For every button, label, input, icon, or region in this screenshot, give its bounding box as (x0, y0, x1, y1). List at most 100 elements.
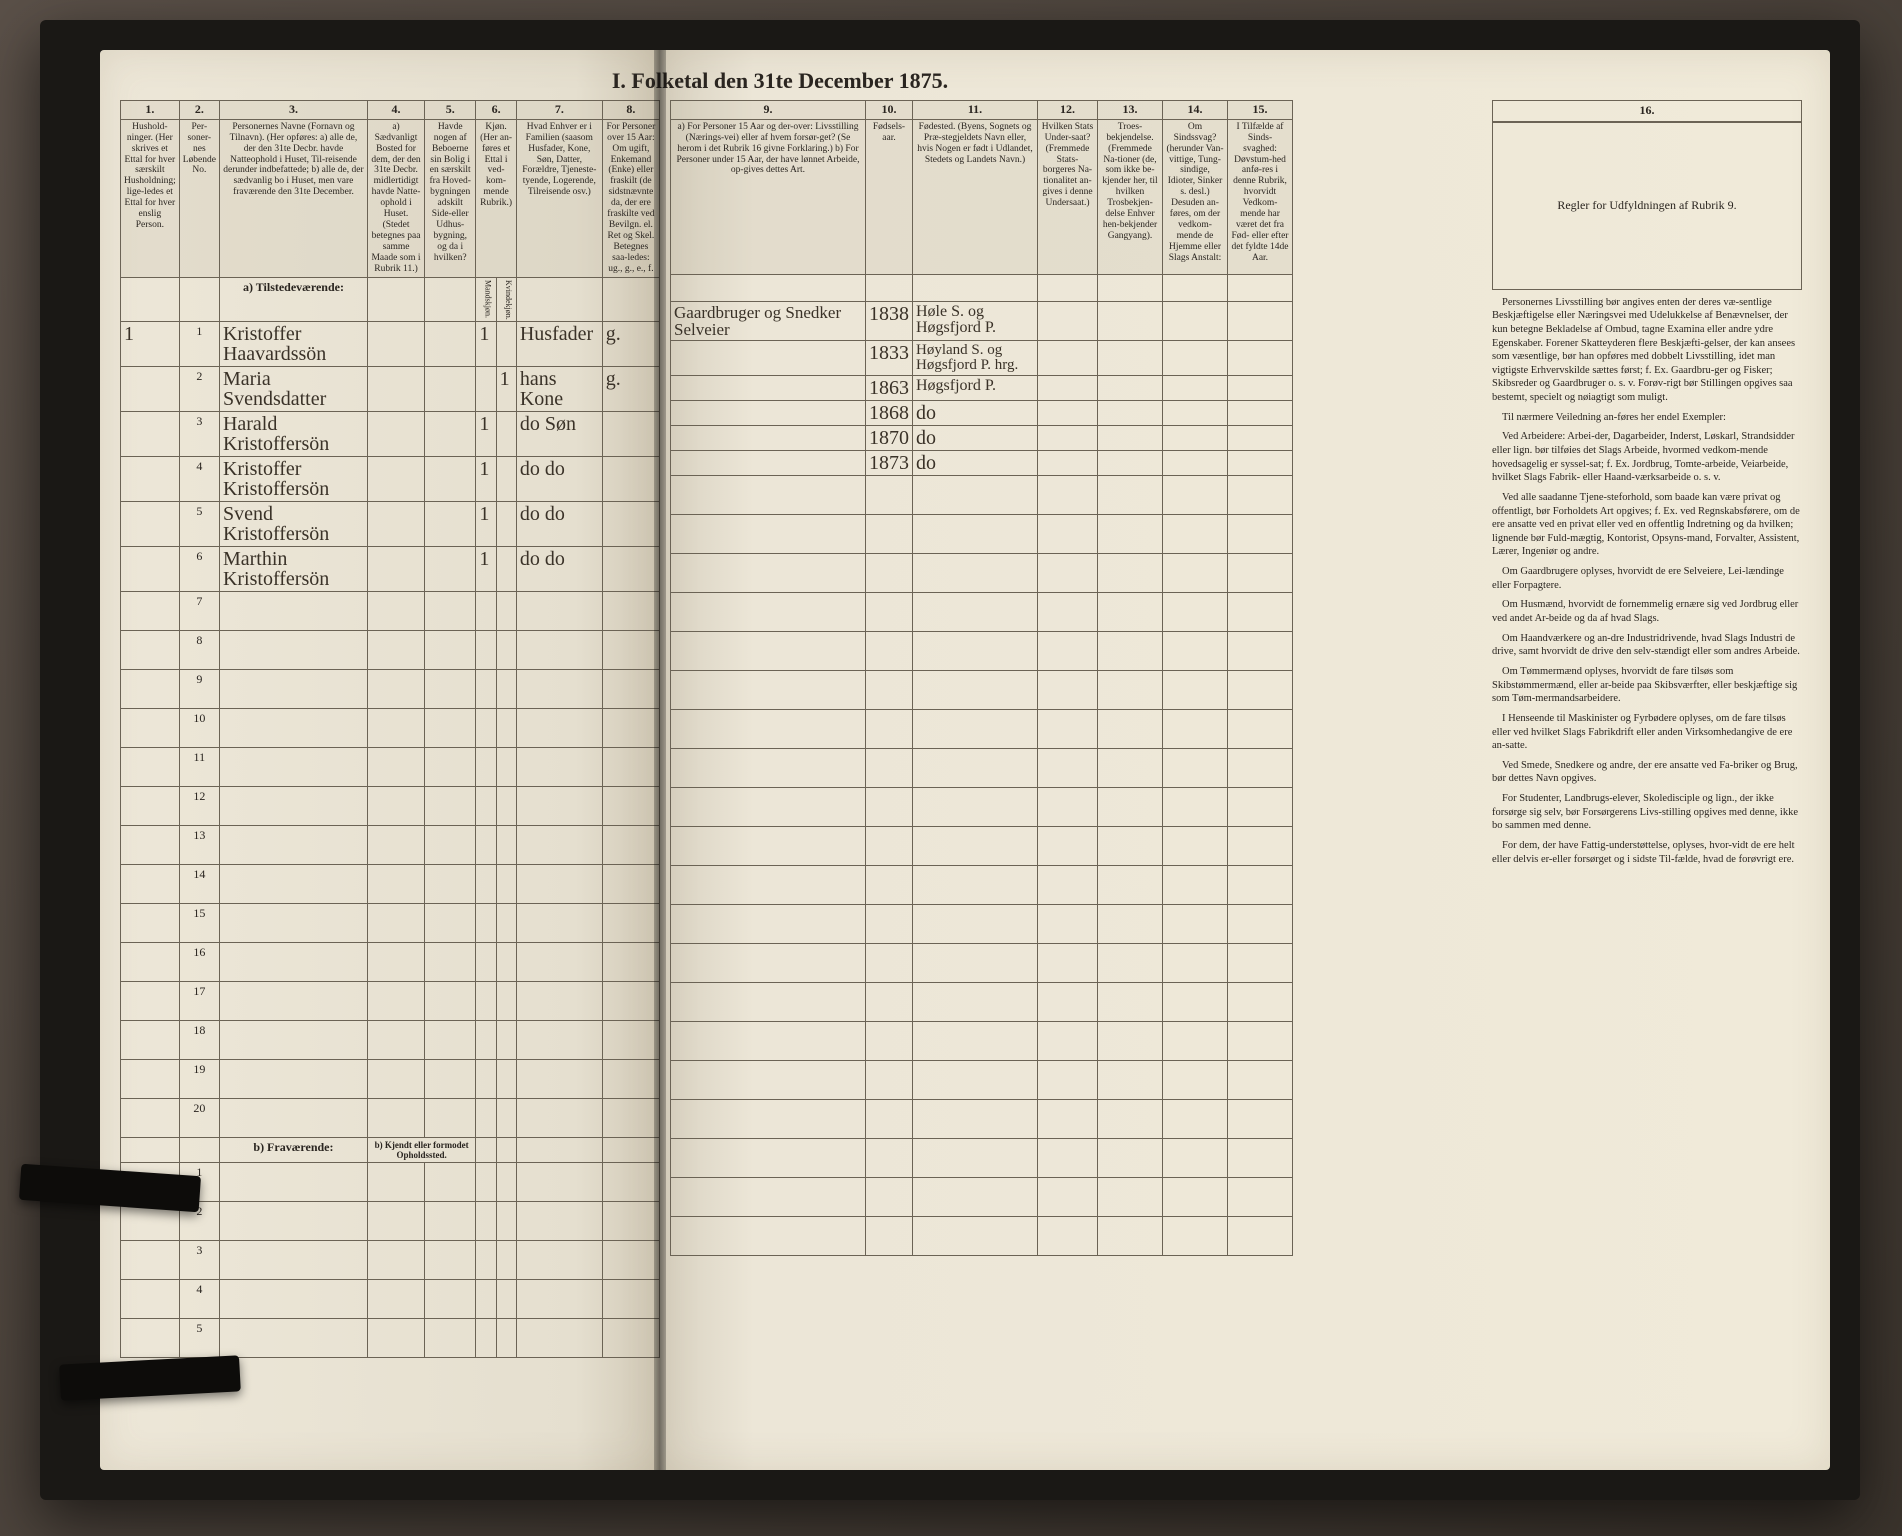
colnum-4: 4. (367, 101, 424, 120)
table-row: 11 (121, 748, 660, 787)
rules-para: Ved alle saadanne Tjene-steforhold, som … (1492, 491, 1802, 559)
table-row (671, 787, 1293, 826)
table-row (671, 982, 1293, 1021)
colnum-2: 2. (179, 101, 219, 120)
ledger-table-right: 9. 10. 11. 12. 13. 14. 15. a) For Person… (670, 100, 1293, 1256)
rules-para: Om Tømmermænd oplyses, hvorvidt de fare … (1492, 665, 1802, 706)
hdr-deafmute: I Tilfælde af Sinds-svaghed: Døvstum-hed… (1228, 119, 1293, 274)
table-row: 2 (121, 1202, 660, 1241)
table-row (671, 1138, 1293, 1177)
hdr-civil: For Personer over 15 Aar: Om ugift, Enke… (602, 119, 659, 277)
table-row (671, 904, 1293, 943)
table-row (671, 1177, 1293, 1216)
colnum-7: 7. (516, 101, 602, 120)
table-row: 8 (121, 631, 660, 670)
page-right: I. Folketal den 31te December 1875. 9. 1… (660, 50, 1830, 1470)
ledger-table-left: 1. 2. 3. 4. 5. 6. 7. 8. Hushold- ninger.… (120, 100, 660, 1358)
table-row: 1873do (671, 450, 1293, 475)
table-row (671, 631, 1293, 670)
table-row: 19 (121, 1060, 660, 1099)
rules-para: For Studenter, Landbrugs-elever, Skoledi… (1492, 792, 1802, 833)
rules-para: Om Husmænd, hvorvidt de fornemmelig ernæ… (1492, 598, 1802, 625)
hdr-occupation: a) For Personer 15 Aar og der-over: Livs… (671, 119, 866, 274)
column-number-row: 9. 10. 11. 12. 13. 14. 15. (671, 101, 1293, 120)
colnum-5: 5. (425, 101, 476, 120)
table-row: 4 (121, 1280, 660, 1319)
hdr-households: Hushold- ninger. (Her skrives et Ettal f… (121, 119, 180, 277)
colnum-6: 6. (476, 101, 517, 120)
table-row (671, 1216, 1293, 1255)
rules-para: Personernes Livsstilling bør angives ent… (1492, 296, 1802, 405)
hdr-residence: a) Sædvanligt Bosted for dem, der den 31… (367, 119, 424, 277)
rules-para: Til nærmere Veiledning an-føres her ende… (1492, 411, 1802, 425)
hdr-family: Hvad Enhver er i Familien (saasom Husfad… (516, 119, 602, 277)
table-row (671, 592, 1293, 631)
rules-para: Ved Arbeidere: Arbei-der, Dagarbeider, I… (1492, 430, 1802, 485)
header-row-left: Hushold- ninger. (Her skrives et Ettal f… (121, 119, 660, 277)
colnum-16: 16. (1492, 100, 1802, 122)
hdr-person-no: Per- soner- nes Løbende No. (179, 119, 219, 277)
table-row (671, 1060, 1293, 1099)
table-row (671, 709, 1293, 748)
hdr-female: Kvindekjøn. (496, 277, 516, 322)
table-row (671, 943, 1293, 982)
hdr-rules: Regler for Udfyldningen af Rubrik 9. (1492, 122, 1802, 290)
table-row: 6Marthin Kristoffersön1do do (121, 547, 660, 592)
table-row: 15 (121, 904, 660, 943)
colnum-3: 3. (219, 101, 367, 120)
table-row: 4Kristoffer Kristoffersön1do do (121, 457, 660, 502)
hdr-birthplace: Fødested. (Byens, Sognets og Præ-stegjel… (913, 119, 1038, 274)
table-row (671, 826, 1293, 865)
colnum-9: 9. (671, 101, 866, 120)
table-row (671, 553, 1293, 592)
hdr-male: Mandskjøn. (476, 277, 496, 322)
table-row: 20 (121, 1099, 660, 1138)
book-spine (654, 50, 666, 1470)
table-row: 13 (121, 826, 660, 865)
table-row: 17 (121, 982, 660, 1021)
table-row: 1833Høyland S. og Høgsfjord P. hrg. (671, 340, 1293, 375)
table-row: 16 (121, 943, 660, 982)
table-row: 5 (121, 1319, 660, 1358)
hdr-names: Personernes Navne (Fornavn og Tilnavn). … (219, 119, 367, 277)
table-row: 7 (121, 592, 660, 631)
hdr-sex: Kjøn. (Her an-føres et Ettal i ved-kom-m… (476, 119, 517, 277)
table-row (671, 865, 1293, 904)
table-row: 5Svend Kristoffersön1do do (121, 502, 660, 547)
table-row (671, 1099, 1293, 1138)
table-row: 14 (121, 865, 660, 904)
table-row (671, 748, 1293, 787)
table-row: 11Kristoffer Haavardssön1Husfaderg. (121, 322, 660, 367)
hdr-building: Havde nogen af Beboerne sin Bolig i en s… (425, 119, 476, 277)
hdr-birthyear: Fødsels-aar. (866, 119, 913, 274)
page-title: I. Folketal den 31te December 1875. (380, 68, 1180, 94)
table-row: 9 (121, 670, 660, 709)
hdr-nationality: Hvilken Stats Under-saat? (Fremmede Stat… (1038, 119, 1098, 274)
table-row: Gaardbruger og Snedker Selveier1838Høle … (671, 301, 1293, 340)
rules-para: Ved Smede, Snedkere og andre, der ere an… (1492, 759, 1802, 786)
table-row: 12 (121, 787, 660, 826)
ledger-book: 1. 2. 3. 4. 5. 6. 7. 8. Hushold- ninger.… (40, 20, 1860, 1500)
column-number-row: 1. 2. 3. 4. 5. 6. 7. 8. (121, 101, 660, 120)
colnum-10: 10. (866, 101, 913, 120)
rules-para: Om Haandværkere og an-dre Industridriven… (1492, 632, 1802, 659)
hdr-religion: Troes-bekjendelse. (Fremmede Na-tioner (… (1098, 119, 1163, 274)
colnum-1: 1. (121, 101, 180, 120)
section-b-row: b) Fraværende: b) Kjendt eller formodet … (121, 1138, 660, 1163)
section-b-label: b) Fraværende: (219, 1138, 367, 1163)
page-left: 1. 2. 3. 4. 5. 6. 7. 8. Hushold- ninger.… (100, 50, 660, 1470)
table-row: 1868do (671, 400, 1293, 425)
colnum-14: 14. (1163, 101, 1228, 120)
table-row: 18 (121, 1021, 660, 1060)
table-row (671, 670, 1293, 709)
rules-para: Om Gaardbrugere oplyses, hvorvidt de ere… (1492, 565, 1802, 592)
colnum-8: 8. (602, 101, 659, 120)
header-row-right: a) For Personer 15 Aar og der-over: Livs… (671, 119, 1293, 274)
table-row: 3 (121, 1241, 660, 1280)
rules-para: I Henseende til Maskinister og Fyrbødere… (1492, 712, 1802, 753)
colnum-12: 12. (1038, 101, 1098, 120)
table-row: 1870do (671, 425, 1293, 450)
spacer-row (671, 274, 1293, 301)
rules-column: 16. Regler for Udfyldningen af Rubrik 9.… (1492, 100, 1802, 872)
table-row: 10 (121, 709, 660, 748)
